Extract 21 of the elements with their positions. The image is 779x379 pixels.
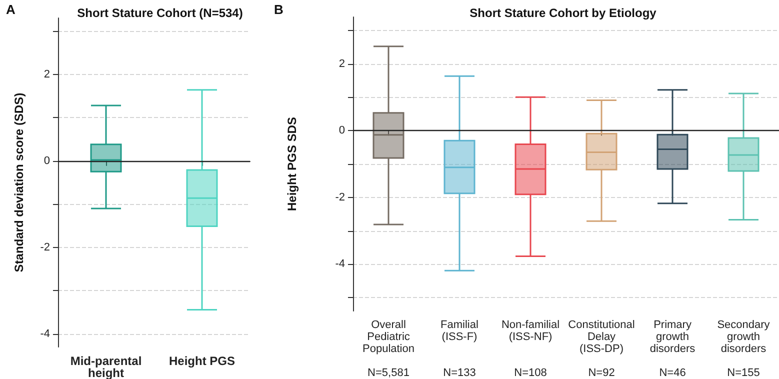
y-tick-label: 2: [338, 58, 345, 70]
y-tick-label: -2: [335, 191, 345, 204]
y-axis-title: Standard deviation score (SDS): [12, 92, 26, 272]
y-axis-title: Height PGS SDS: [285, 116, 299, 212]
chart-title: Short Stature Cohort (N=534): [77, 6, 243, 20]
text: A: [6, 2, 16, 17]
x-tick-label: Height PGS: [168, 354, 236, 368]
chart-title: Short Stature Cohort by Etiology: [470, 6, 657, 20]
y-tick-label: -4: [40, 328, 50, 340]
category-label: Non-familial (ISS-NF) N=108: [501, 319, 560, 379]
x-tick-label: Secondary growth disorders N=155: [717, 319, 770, 379]
x-tick-label: Primary growth disorders N=46: [650, 319, 696, 379]
text: B: [274, 2, 284, 17]
y-tick-label: 2: [44, 68, 50, 80]
category-label: Familial (ISS-F) N=133: [440, 319, 478, 379]
x-tick-label: Overall Pediatric Population N=5,581: [362, 319, 414, 379]
y-tick-label: -4: [335, 258, 345, 270]
y-tick-label: 0: [44, 154, 50, 167]
x-tick-label: Constitutional Delay (ISS-DP) N=92: [568, 319, 635, 379]
y-tick-label: 0: [338, 124, 345, 137]
y-tick-label: -2: [40, 241, 50, 254]
